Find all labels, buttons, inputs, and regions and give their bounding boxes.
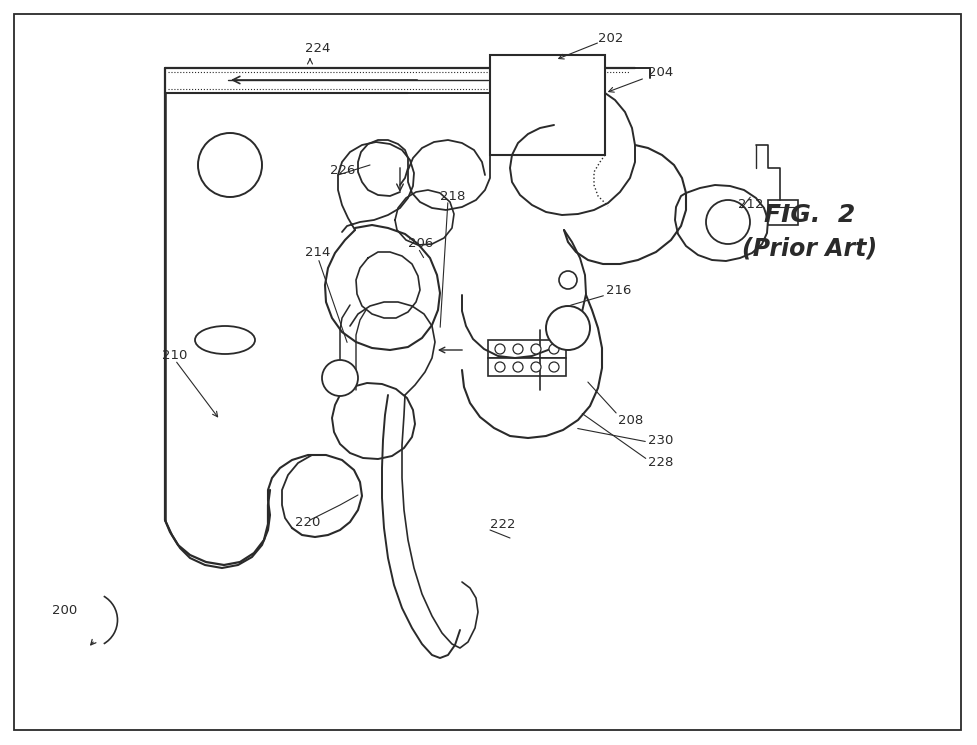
Text: (Prior Art): (Prior Art)	[743, 236, 877, 260]
Ellipse shape	[195, 326, 255, 354]
Circle shape	[495, 362, 505, 372]
Text: 226: 226	[330, 163, 356, 177]
Circle shape	[549, 362, 559, 372]
Bar	[490, 55, 605, 155]
Text: 220: 220	[295, 516, 320, 528]
Circle shape	[322, 360, 358, 396]
Text: 200: 200	[52, 603, 77, 617]
Bar	[488, 358, 566, 376]
Text: 212: 212	[738, 198, 763, 212]
Bar	[488, 340, 566, 358]
Circle shape	[198, 133, 262, 197]
Circle shape	[546, 306, 590, 350]
Text: 224: 224	[305, 42, 330, 54]
Text: 214: 214	[305, 246, 330, 259]
Text: 202: 202	[598, 31, 623, 45]
Circle shape	[513, 362, 523, 372]
Circle shape	[549, 344, 559, 354]
Circle shape	[559, 271, 577, 289]
Text: 208: 208	[618, 413, 643, 426]
Circle shape	[495, 344, 505, 354]
Circle shape	[706, 200, 750, 244]
Circle shape	[513, 344, 523, 354]
Circle shape	[531, 344, 541, 354]
Text: FIG.  2: FIG. 2	[764, 203, 856, 227]
Text: 204: 204	[648, 66, 673, 78]
Text: 230: 230	[648, 434, 673, 446]
Circle shape	[531, 362, 541, 372]
Text: 222: 222	[490, 519, 516, 531]
Text: 216: 216	[606, 284, 631, 297]
Text: 206: 206	[408, 236, 433, 250]
Text: 210: 210	[162, 349, 188, 361]
Text: 228: 228	[648, 455, 673, 469]
Text: 218: 218	[440, 189, 465, 203]
Bar	[768, 200, 798, 225]
